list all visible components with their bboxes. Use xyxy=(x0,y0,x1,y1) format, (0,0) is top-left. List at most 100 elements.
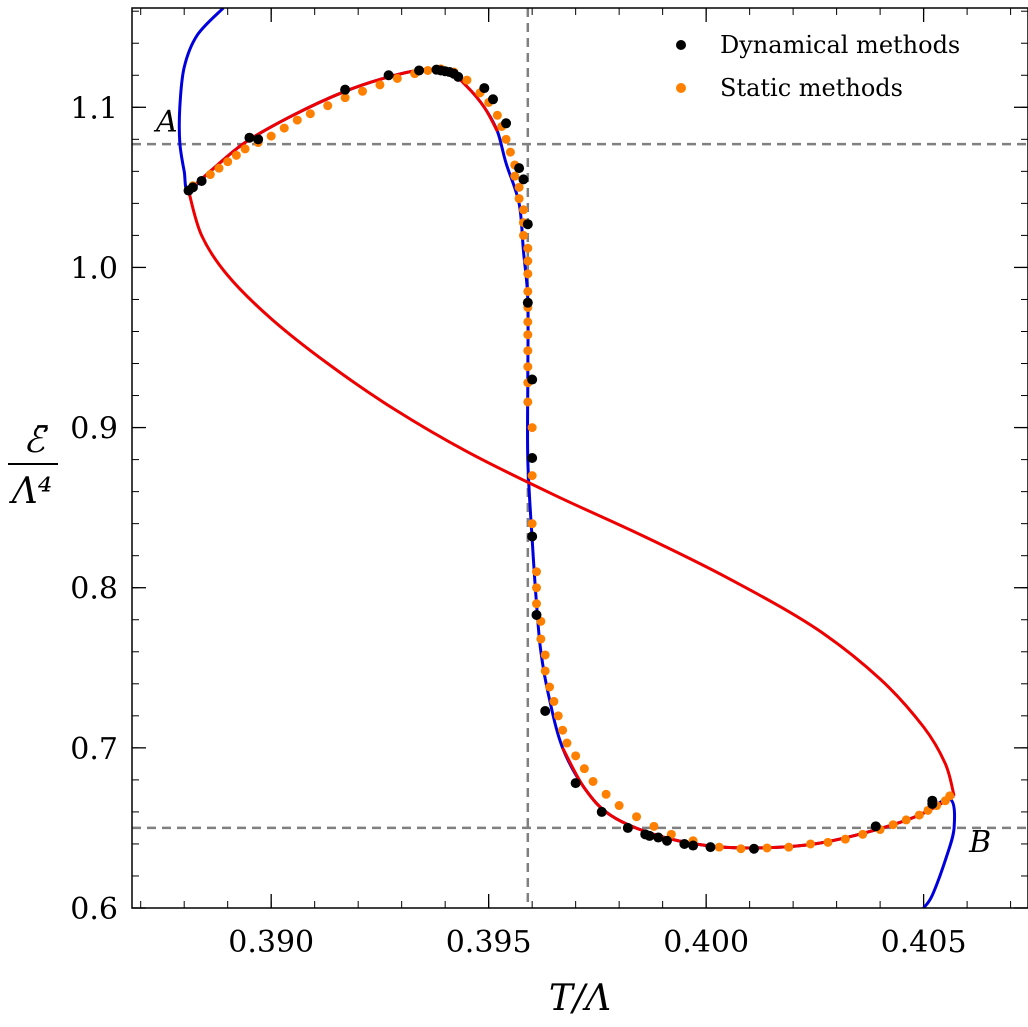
static-methods-point xyxy=(514,194,524,204)
static-methods-point xyxy=(358,86,368,96)
static-methods-point xyxy=(523,256,533,266)
static-methods-point xyxy=(523,269,533,279)
dynamical-methods-point xyxy=(870,821,881,832)
y-axis-label: ℰ̄ Λ⁴ xyxy=(8,420,58,512)
static-methods-points xyxy=(188,64,955,854)
static-methods-point xyxy=(553,711,563,721)
reference-lines xyxy=(132,8,1028,908)
static-methods-point xyxy=(514,182,524,192)
legend-marker-dynamical xyxy=(676,40,686,50)
y-tick-label: 0.7 xyxy=(70,732,118,767)
point-label-a: A xyxy=(153,104,178,139)
dynamical-methods-point xyxy=(596,806,607,817)
static-methods-point xyxy=(323,101,333,111)
dynamical-methods-point xyxy=(927,795,938,806)
static-methods-point xyxy=(545,682,555,692)
static-methods-point xyxy=(518,230,528,240)
static-methods-point xyxy=(714,842,724,852)
static-methods-point xyxy=(223,157,233,167)
static-methods-point xyxy=(523,243,533,253)
static-methods-point xyxy=(914,810,924,820)
dynamical-methods-point xyxy=(501,118,512,129)
red-theory-curve xyxy=(187,190,956,797)
static-methods-point xyxy=(423,65,433,75)
static-methods-point xyxy=(492,110,502,120)
dynamical-methods-point xyxy=(570,778,581,789)
static-methods-point xyxy=(523,317,533,327)
point-label-b-text: B xyxy=(968,825,991,860)
x-tick-label: 0.395 xyxy=(446,925,532,960)
static-methods-point xyxy=(305,109,315,119)
dynamical-methods-point xyxy=(644,830,655,841)
plot-frame xyxy=(131,7,1028,909)
static-methods-point xyxy=(462,75,472,85)
static-methods-point xyxy=(562,738,572,748)
dynamical-methods-point xyxy=(453,71,464,82)
static-methods-point xyxy=(266,131,276,141)
dynamical-methods-points xyxy=(183,64,938,854)
static-methods-point xyxy=(579,764,589,774)
static-methods-point xyxy=(901,815,911,825)
y-axis-label-numerator: ℰ̄ xyxy=(23,420,49,461)
dynamical-methods-point xyxy=(488,94,499,105)
dynamical-methods-point xyxy=(522,219,533,230)
static-methods-point xyxy=(888,820,898,830)
static-methods-point xyxy=(240,144,250,154)
static-methods-point xyxy=(518,205,528,215)
dynamical-methods-point xyxy=(414,65,425,76)
static-methods-point xyxy=(840,834,850,844)
static-methods-point xyxy=(510,171,520,181)
red-theory-curve xyxy=(561,747,955,850)
static-methods-point xyxy=(532,567,542,577)
static-methods-point xyxy=(523,362,533,372)
dynamical-methods-point xyxy=(522,297,533,308)
static-methods-point xyxy=(523,397,533,407)
static-methods-point xyxy=(532,583,542,593)
static-methods-point xyxy=(523,286,533,296)
axis-ticks xyxy=(132,8,1028,909)
static-methods-point xyxy=(532,599,542,609)
legend-marker-static xyxy=(676,83,686,93)
y-tick-label: 0.9 xyxy=(70,412,118,447)
static-methods-point xyxy=(527,471,537,481)
dynamical-methods-point xyxy=(514,163,525,174)
static-methods-point xyxy=(279,123,289,133)
y-tick-label: 1.1 xyxy=(70,91,118,126)
static-methods-point xyxy=(505,147,515,157)
legend: Dynamical methods Static methods xyxy=(676,31,960,102)
dynamical-methods-point xyxy=(653,832,664,843)
dynamical-methods-point xyxy=(253,134,264,145)
static-methods-point xyxy=(292,115,302,125)
static-methods-point xyxy=(784,842,794,852)
dynamical-methods-point xyxy=(748,843,759,854)
dynamical-methods-point xyxy=(705,842,716,853)
dynamical-methods-point xyxy=(527,374,538,385)
dynamical-methods-point xyxy=(340,84,351,95)
dynamical-methods-point xyxy=(661,835,672,846)
dynamical-methods-point xyxy=(527,453,538,463)
static-methods-point xyxy=(205,170,215,180)
static-methods-point xyxy=(549,696,559,706)
dynamical-methods-point xyxy=(479,83,490,94)
static-methods-point xyxy=(540,666,550,676)
dynamical-methods-point xyxy=(518,174,529,185)
static-methods-point xyxy=(601,789,611,799)
static-methods-point xyxy=(540,650,550,660)
static-methods-point xyxy=(823,837,833,847)
tick-labels: 0.390 0.395 0.400 0.405 0.6 0.7 0.8 0.9 1.0 1.1 xyxy=(70,91,966,960)
static-methods-point xyxy=(527,519,537,529)
point-label-b: B xyxy=(968,825,991,860)
x-axis-label: T/Λ xyxy=(549,978,611,1019)
static-methods-point xyxy=(392,73,402,83)
static-methods-point xyxy=(571,751,581,761)
x-tick-label: 0.400 xyxy=(663,925,749,960)
static-methods-point xyxy=(588,776,598,786)
static-methods-point xyxy=(375,80,385,90)
legend-label-static: Static methods xyxy=(720,74,903,102)
static-methods-point xyxy=(214,163,224,173)
static-methods-point xyxy=(762,843,772,853)
dynamical-methods-point xyxy=(688,840,699,851)
legend-label-dynamical: Dynamical methods xyxy=(720,31,960,59)
dynamical-methods-point xyxy=(622,822,633,833)
y-tick-label: 1.0 xyxy=(70,251,118,286)
